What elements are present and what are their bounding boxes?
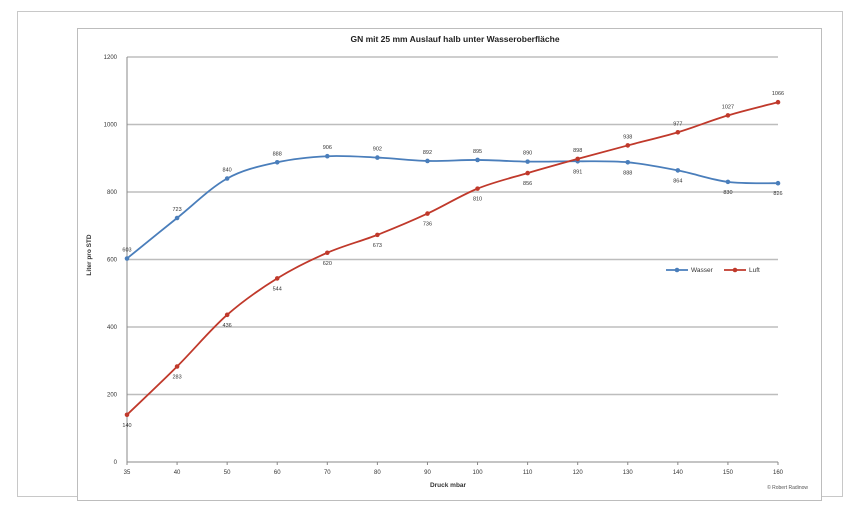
data-label-wasser: 826 (773, 191, 782, 197)
data-point-wasser (425, 158, 430, 164)
data-label-luft: 977 (673, 121, 682, 127)
data-point-luft (174, 364, 180, 369)
data-point-luft (625, 143, 631, 148)
legend: Wasser Luft (666, 267, 760, 274)
data-label-wasser: 906 (323, 145, 332, 151)
legend-label-luft: Luft (749, 267, 760, 274)
data-label-luft: 436 (223, 323, 232, 329)
data-label-wasser: 892 (423, 150, 432, 156)
chart-title: GN mit 25 mm Auslauf halb unter Wasserob… (350, 34, 559, 44)
x-tick-label: 140 (673, 470, 684, 476)
data-label-luft: 620 (323, 261, 332, 267)
x-tick-label: 80 (374, 470, 381, 476)
data-point-luft (475, 186, 480, 191)
x-tick-label: 90 (424, 470, 431, 476)
y-tick-label: 600 (107, 258, 118, 264)
data-point-wasser (625, 160, 631, 165)
data-point-luft (575, 156, 580, 162)
data-point-wasser (224, 176, 230, 181)
x-tick-label: 110 (523, 470, 533, 476)
series-wasser: 603 723 840 888 906 902 892 895 890 891 888 864 830 8… (122, 145, 783, 261)
data-point-wasser (325, 153, 330, 159)
data-point-luft (124, 412, 130, 418)
data-label-wasser: 830 (723, 190, 732, 196)
data-label-luft: 544 (273, 286, 282, 292)
legend-item-wasser: Wasser (666, 267, 714, 274)
data-label-luft: 810 (473, 197, 482, 203)
series-line-luft (126, 101, 779, 416)
data-point-luft (274, 276, 280, 281)
x-tick-labels: 35 40 50 60 70 80 90 100 110 120 130 140 150 160 (124, 470, 784, 476)
data-point-luft (325, 250, 330, 256)
y-tick-labels: 0 200 400 600 800 1000 1200 (104, 55, 118, 466)
legend-item-luft: Luft (724, 267, 760, 274)
y-tick-label: 1000 (104, 123, 118, 129)
x-tick-label: 60 (274, 470, 281, 476)
data-label-luft: 856 (523, 181, 532, 187)
y-tick-label: 0 (114, 460, 118, 466)
copyright-note: © Robert Radinow (767, 484, 808, 491)
y-tick-label: 800 (107, 190, 118, 196)
data-label-luft: 1066 (772, 91, 784, 97)
data-label-luft: 1027 (722, 104, 734, 110)
data-point-wasser (274, 160, 280, 165)
axes (126, 57, 779, 465)
x-tick-label: 150 (723, 470, 734, 476)
x-axis-label: Druck mbar (430, 482, 467, 489)
data-label-wasser: 888 (273, 151, 282, 157)
grid-lines (127, 56, 778, 396)
data-label-wasser: 902 (373, 147, 382, 153)
data-point-luft (525, 170, 530, 176)
data-point-wasser (475, 157, 480, 163)
x-tick-label: 160 (773, 470, 784, 476)
legend-label-wasser: Wasser (691, 267, 714, 274)
data-point-wasser (675, 168, 681, 173)
data-point-luft (425, 211, 430, 216)
y-tick-label: 400 (107, 325, 118, 331)
data-point-luft (375, 232, 380, 238)
data-label-luft: 283 (172, 374, 181, 380)
data-label-wasser: 864 (673, 178, 682, 184)
data-label-wasser: 840 (223, 168, 232, 174)
data-label-luft: 736 (423, 222, 432, 228)
data-label-wasser: 891 (573, 169, 582, 175)
data-label-wasser: 888 (623, 170, 632, 176)
x-tick-label: 50 (224, 470, 231, 476)
data-point-wasser (775, 180, 781, 186)
data-label-wasser: 890 (523, 151, 532, 157)
legend-marker-wasser (674, 267, 680, 273)
legend-marker-luft (732, 267, 738, 273)
data-label-luft: 140 (122, 423, 131, 429)
data-label-wasser: 603 (122, 247, 131, 253)
series-luft: 140 283 436 544 620 673 736 810 856 898 938 977 1027… (122, 91, 784, 429)
y-tick-label: 1200 (104, 55, 118, 61)
data-point-luft (775, 99, 781, 105)
x-tick-label: 120 (573, 470, 584, 476)
x-tick-label: 100 (473, 470, 484, 476)
data-point-luft (725, 113, 731, 118)
x-tick-label: 130 (623, 470, 634, 476)
series-group: 603 723 840 888 906 902 892 895 890 891 888 864 830 8… (122, 91, 784, 429)
data-point-wasser (375, 155, 380, 160)
x-tick-label: 35 (124, 470, 131, 476)
data-point-luft (224, 312, 230, 318)
data-label-luft: 898 (573, 148, 582, 154)
x-tick-label: 40 (174, 470, 181, 476)
data-label-luft: 938 (623, 134, 632, 140)
x-tick-label: 70 (324, 470, 331, 476)
y-axis-label: Liter pro STD (86, 234, 93, 275)
y-tick-label: 200 (107, 393, 118, 399)
data-label-luft: 673 (373, 243, 382, 249)
chart-inner-border (77, 28, 822, 501)
data-point-wasser (174, 215, 180, 221)
data-label-wasser: 895 (473, 149, 482, 155)
data-point-luft (675, 129, 681, 135)
data-point-wasser (124, 256, 130, 261)
data-point-wasser (525, 159, 530, 164)
data-label-wasser: 723 (172, 207, 181, 213)
data-point-wasser (725, 179, 731, 185)
